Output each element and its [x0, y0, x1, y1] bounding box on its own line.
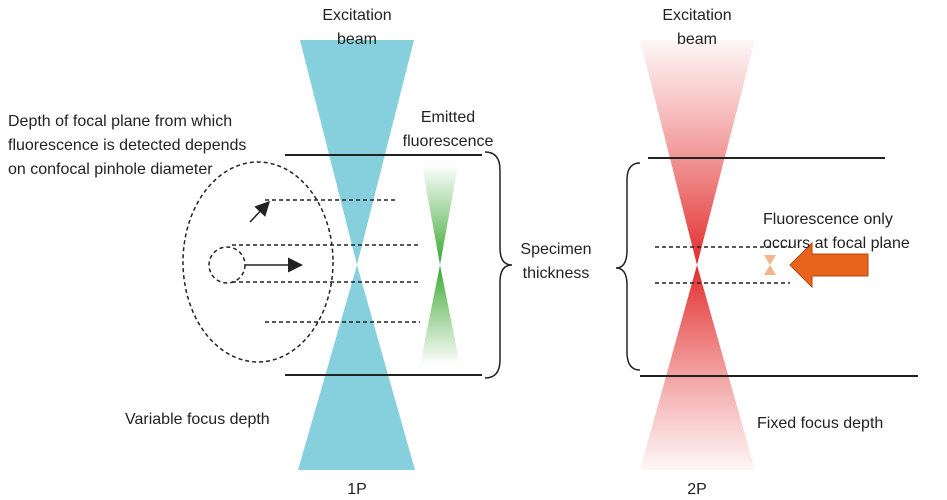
emission-top — [422, 165, 458, 265]
label: fluorescence is detected depends — [8, 137, 246, 154]
brace — [484, 151, 513, 379]
pinhole-large — [182, 161, 334, 363]
orange-arrow — [789, 241, 869, 289]
label: Fixed focus depth — [757, 415, 883, 432]
label: beam — [677, 31, 717, 48]
label: Specimen — [520, 241, 591, 258]
label: Variable focus depth — [125, 411, 270, 428]
emission-bottom — [420, 265, 460, 365]
label: thickness — [523, 265, 590, 282]
panel-label: 2P — [687, 481, 707, 498]
label: on confocal pinhole diameter — [8, 161, 213, 178]
beam-bottom — [640, 265, 755, 470]
arrow — [249, 200, 271, 223]
label: occurs at focal plane — [763, 235, 910, 252]
focal-emission — [764, 255, 776, 275]
label: Excitation — [662, 7, 731, 24]
brace — [615, 162, 641, 371]
label: Fluorescence only — [763, 211, 893, 228]
panel-label: 1P — [347, 481, 367, 498]
label: fluorescence — [403, 133, 494, 150]
label: Excitation — [322, 7, 391, 24]
label: Emitted — [421, 109, 475, 126]
beam-bottom — [298, 265, 415, 470]
pinhole-small — [208, 246, 246, 284]
label: Depth of focal plane from which — [8, 113, 232, 130]
beam-top — [300, 40, 414, 265]
label: beam — [337, 31, 377, 48]
beam-top — [640, 40, 755, 265]
